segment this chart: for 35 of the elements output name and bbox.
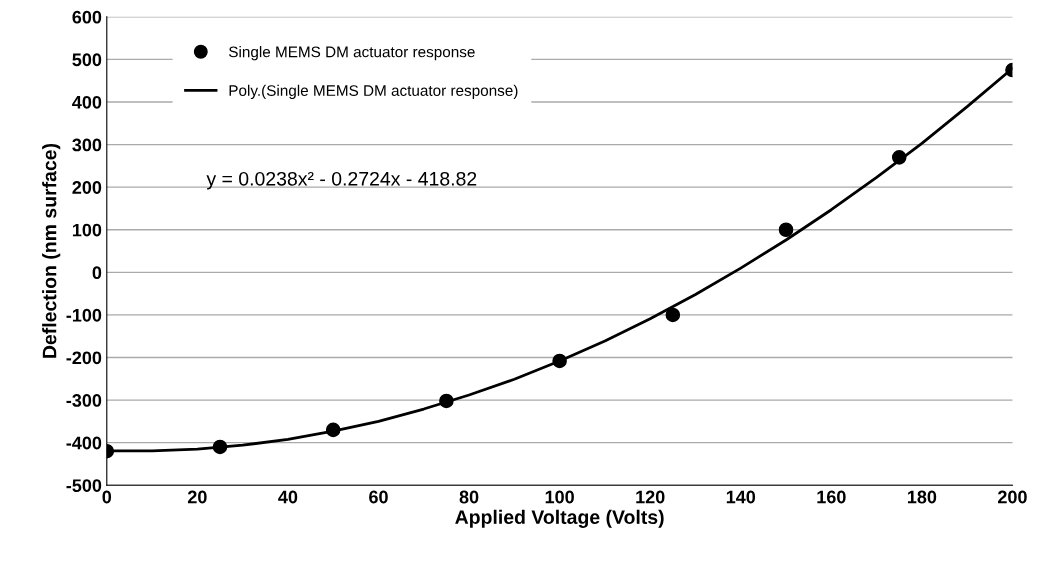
x-tick-label: 140 bbox=[726, 490, 756, 504]
y-tick-label: 600 bbox=[72, 10, 102, 24]
x-tick-label: 0 bbox=[102, 490, 112, 504]
y-tick-label: 100 bbox=[72, 223, 102, 237]
y-tick-label: -100 bbox=[66, 308, 102, 322]
annotation: y = 0.0238x² - 0.2724x - 418.82 bbox=[206, 171, 477, 190]
x-tick-label: 80 bbox=[459, 490, 479, 504]
point bbox=[212, 439, 228, 455]
point bbox=[325, 422, 341, 438]
point bbox=[891, 150, 907, 165]
legend-label: Single MEMS DM actuator response bbox=[229, 46, 475, 61]
x-tick-label: 40 bbox=[278, 490, 298, 504]
x-tick-label: 180 bbox=[907, 490, 937, 504]
x-axis-title: Applied Voltage (Volts) bbox=[455, 509, 664, 528]
y-tick-label: 400 bbox=[72, 95, 102, 109]
x-tick-label: 120 bbox=[636, 490, 665, 504]
point bbox=[665, 307, 681, 323]
x-tick-label: 60 bbox=[369, 490, 388, 504]
x-tick-label: 100 bbox=[545, 490, 574, 504]
point bbox=[552, 353, 567, 369]
y-tick-label: -400 bbox=[66, 436, 102, 450]
x-tick-label: 200 bbox=[998, 490, 1027, 504]
y-tick-label: 200 bbox=[72, 181, 102, 194]
y-tick-label: -200 bbox=[66, 351, 102, 365]
y-tick-label: 300 bbox=[72, 138, 102, 152]
y-tick-label: 0 bbox=[92, 266, 102, 280]
y-tick-label: -300 bbox=[66, 394, 102, 407]
y-axis-title: Deflection (nm surface) bbox=[42, 143, 61, 358]
y-tick-label: -500 bbox=[66, 479, 102, 492]
legend-label: Poly.(Single MEMS DM actuator response) bbox=[229, 84, 518, 99]
x-tick-label: 160 bbox=[817, 490, 846, 504]
point bbox=[439, 393, 454, 409]
y-tick-label: 500 bbox=[72, 53, 102, 67]
point bbox=[778, 222, 794, 238]
x-tick-label: 20 bbox=[187, 490, 207, 504]
